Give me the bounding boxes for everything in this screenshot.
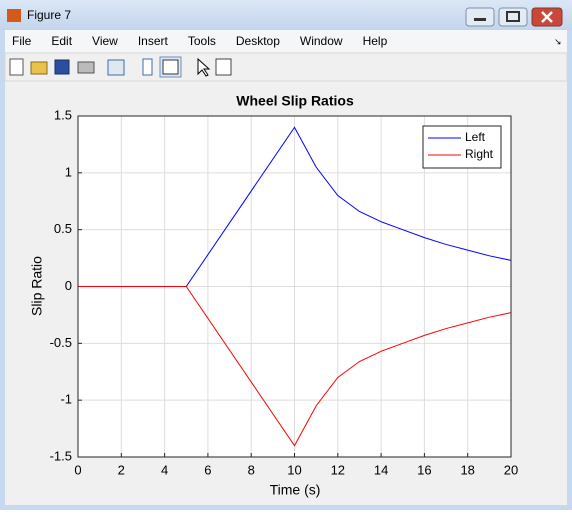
legend-label: Left [465, 130, 486, 144]
menu-arrow[interactable]: ↘ [554, 36, 562, 46]
open-icon[interactable] [30, 61, 48, 75]
chart-title: Wheel Slip Ratios [236, 93, 354, 109]
toolbar-icons [9, 56, 232, 78]
x-axis-label: Time (s) [270, 482, 321, 498]
window-title: Figure 7 [27, 8, 71, 22]
menu-item[interactable]: Desktop [236, 34, 280, 48]
x-tick-label: 8 [248, 462, 255, 477]
menu-item[interactable]: Tools [188, 34, 216, 48]
y-tick-label: 0.5 [54, 221, 72, 236]
x-tick-label: 4 [161, 462, 168, 477]
property-icon[interactable] [215, 58, 232, 76]
menu-item[interactable]: Window [300, 34, 343, 48]
x-tick-label: 12 [331, 462, 345, 477]
close-glyph [541, 11, 553, 23]
save-icon[interactable] [54, 59, 70, 75]
maximize-glyph [506, 11, 520, 22]
x-tick-label: 10 [287, 462, 301, 477]
y-tick-label: 1.5 [54, 107, 72, 122]
legend-icon [162, 59, 179, 75]
x-tick-label: 0 [74, 462, 81, 477]
x-tick-label: 14 [374, 462, 388, 477]
maximize-button[interactable] [498, 7, 528, 27]
print-icon[interactable] [77, 61, 95, 74]
legend-label: Right [465, 147, 494, 161]
legend-box [422, 125, 502, 169]
pointer-icon[interactable] [197, 57, 211, 77]
y-tick-label: -1.5 [50, 448, 72, 463]
x-tick-label: 2 [118, 462, 125, 477]
x-tick-label: 6 [204, 462, 211, 477]
menu-bar [5, 30, 567, 53]
y-tick-label: 1 [65, 164, 72, 179]
minimize-button[interactable] [465, 7, 495, 27]
colorbar-icon[interactable] [142, 58, 153, 76]
menu-item[interactable]: File [12, 34, 32, 48]
menu-item[interactable]: Help [363, 34, 388, 48]
y-tick-label: -1 [60, 392, 72, 407]
series-line [78, 286, 512, 447]
y-tick-label: 0 [65, 278, 72, 293]
menu-item[interactable]: View [92, 34, 118, 48]
axes-box [77, 115, 512, 458]
x-tick-label: 20 [504, 462, 518, 477]
y-tick-label: -0.5 [50, 335, 72, 350]
menu-item[interactable]: Edit [51, 34, 72, 48]
series-line [78, 126, 512, 287]
link-icon[interactable] [107, 59, 125, 76]
menu-item[interactable]: Insert [138, 34, 169, 48]
x-tick-label: 16 [417, 462, 431, 477]
app-icon [7, 9, 21, 22]
new-icon[interactable] [9, 58, 24, 76]
x-tick-label: 18 [460, 462, 474, 477]
toolbar [4, 52, 568, 82]
y-axis-label: Slip Ratio [29, 256, 45, 316]
minimize-glyph [474, 18, 486, 21]
